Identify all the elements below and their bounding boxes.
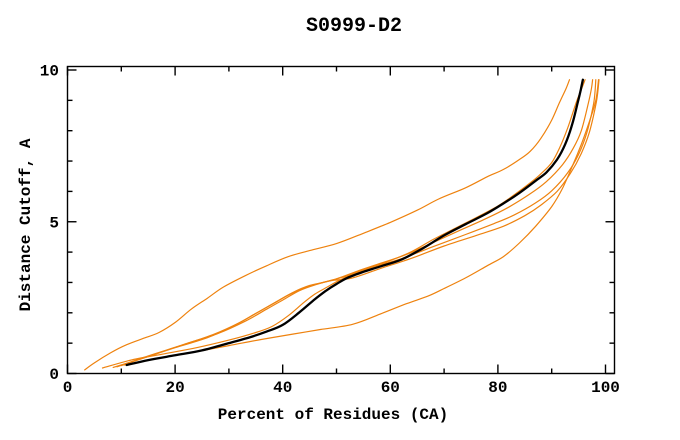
x-tick-label: 80 <box>488 379 507 397</box>
curves <box>84 78 600 371</box>
y-tick-label: 0 <box>49 366 59 384</box>
axis-ticks <box>66 66 615 375</box>
y-tick-label: 10 <box>40 63 59 81</box>
curve-orange-curve-hug-above <box>101 79 586 369</box>
curve-orange-curve-bump-b <box>116 79 597 368</box>
curve-orange-curve-bump-c <box>120 79 600 367</box>
x-tick-label: 20 <box>165 379 184 397</box>
y-axis-label: Distance Cutoff, A <box>17 138 35 311</box>
plot-border <box>66 65 616 375</box>
chart-title: S0999-D2 <box>306 15 402 38</box>
curve-orange-curve-early-riser <box>84 79 571 371</box>
y-tick-label: 5 <box>49 214 59 232</box>
plot-frame <box>66 65 616 375</box>
x-tick-label: 60 <box>381 379 400 397</box>
x-axis-label: Percent of Residues (CA) <box>218 406 448 424</box>
curve-black-curve-main <box>125 78 585 367</box>
x-tick-label: 0 <box>63 379 73 397</box>
curve-orange-curve-laggard <box>123 79 600 366</box>
x-tick-label: 100 <box>591 379 620 397</box>
x-tick-label: 40 <box>273 379 292 397</box>
tick-labels: 0 20 40 60 80 100 0 5 10 <box>40 63 620 398</box>
